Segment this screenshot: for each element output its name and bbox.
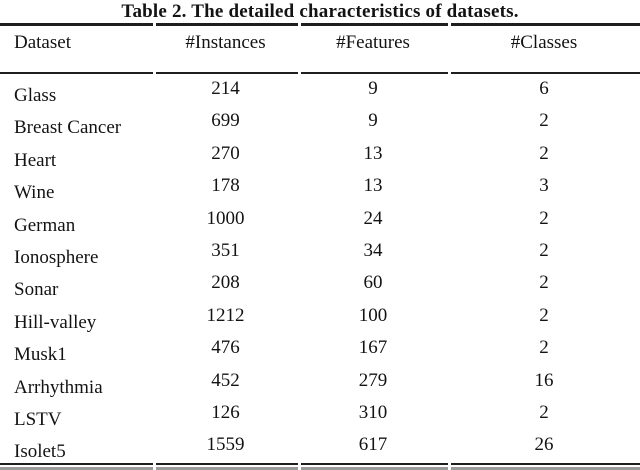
- table-row: Arrhythmia 452 279 16: [0, 366, 640, 398]
- classes-cell: 3: [539, 175, 549, 197]
- table-header-row: Dataset #Instances #Features #Classes: [0, 26, 640, 72]
- features-cell: 617: [358, 434, 388, 456]
- instances-cell: 452: [211, 369, 240, 391]
- rule-segment: [156, 72, 298, 74]
- rule-segment: [301, 467, 448, 470]
- table-row: LSTV 126 310 2: [0, 398, 640, 430]
- table-body: Glass 214 9 6 Breast Cancer 699 9 2 Heart 270 13 2 W…: [0, 74, 640, 463]
- classes-cell: 2: [539, 207, 549, 229]
- features-cell: 9: [368, 110, 378, 132]
- classes-cell: 6: [539, 78, 549, 99]
- features-cell: 24: [363, 207, 383, 229]
- features-cell: 100: [358, 304, 388, 326]
- table-row: Heart 270 13 2: [0, 139, 640, 171]
- classes-cell: 2: [539, 402, 549, 424]
- instances-cell: 476: [211, 337, 240, 359]
- table-row: Sonar 208 60 2: [0, 268, 640, 300]
- instances-cell: 270: [211, 142, 240, 164]
- dataset-name-cell: German: [14, 214, 76, 236]
- instances-cell: 214: [211, 78, 240, 99]
- classes-cell: 26: [534, 434, 554, 456]
- classes-cell: 2: [539, 304, 549, 326]
- rule-segment: [0, 23, 153, 26]
- rule-segment: [451, 463, 640, 465]
- instances-cell: 178: [211, 175, 240, 197]
- rule-segment: [156, 463, 298, 465]
- dataset-name-cell: Breast Cancer: [14, 117, 122, 139]
- classes-cell: 2: [539, 272, 549, 294]
- features-cell: 167: [358, 337, 388, 359]
- rule-segment: [301, 72, 448, 74]
- column-header-dataset: Dataset: [14, 32, 71, 53]
- features-cell: 34: [363, 240, 383, 262]
- rule-segment: [451, 72, 640, 74]
- column-header-features: #Features: [336, 32, 410, 53]
- rule-segment: [451, 23, 640, 26]
- table-row: Musk1 476 167 2: [0, 333, 640, 365]
- dataset-name-cell: Hill-valley: [14, 311, 97, 333]
- instances-cell: 1000: [206, 207, 245, 229]
- table-bottom-shadow-rule: [0, 467, 640, 470]
- classes-cell: 2: [539, 142, 549, 164]
- dataset-name-cell: Isolet5: [14, 441, 66, 463]
- table-row: Isolet5 1559 617 26: [0, 430, 640, 462]
- column-header-classes: #Classes: [510, 32, 578, 53]
- classes-cell: 16: [534, 369, 554, 391]
- dataset-name-cell: Musk1: [14, 344, 67, 366]
- column-header-instances: #Instances: [185, 32, 266, 53]
- features-cell: 310: [358, 402, 388, 424]
- rule-segment: [0, 463, 153, 465]
- instances-cell: 1212: [206, 304, 245, 326]
- features-cell: 60: [363, 272, 383, 294]
- features-cell: 279: [358, 369, 388, 391]
- table-header-rule: [0, 72, 640, 74]
- classes-cell: 2: [539, 337, 549, 359]
- rule-segment: [156, 23, 298, 26]
- instances-cell: 126: [211, 402, 240, 424]
- instances-cell: 351: [211, 240, 240, 262]
- table-row: Breast Cancer 699 9 2: [0, 106, 640, 138]
- dataset-name-cell: Arrhythmia: [14, 376, 103, 398]
- classes-cell: 2: [539, 240, 549, 262]
- dataset-name-cell: LSTV: [14, 409, 62, 431]
- table-row: Ionosphere 351 34 2: [0, 236, 640, 268]
- features-cell: 9: [368, 78, 378, 99]
- dataset-name-cell: Ionosphere: [14, 247, 99, 269]
- rule-segment: [451, 467, 640, 470]
- rule-segment: [0, 72, 153, 74]
- rule-segment: [301, 463, 448, 465]
- dataset-name-cell: Glass: [14, 85, 57, 106]
- table-top-rule: [0, 23, 640, 26]
- dataset-name-cell: Sonar: [14, 279, 59, 301]
- table-row: Hill-valley 1212 100 2: [0, 301, 640, 333]
- rule-segment: [156, 467, 298, 470]
- dataset-name-cell: Wine: [14, 182, 55, 204]
- features-cell: 13: [363, 175, 383, 197]
- table-row: German 1000 24 2: [0, 204, 640, 236]
- instances-cell: 208: [211, 272, 240, 294]
- features-cell: 13: [363, 142, 383, 164]
- instances-cell: 1559: [206, 434, 245, 456]
- table-bottom-rule: [0, 463, 640, 465]
- table-row: Wine 178 13 3: [0, 171, 640, 203]
- dataset-name-cell: Heart: [14, 149, 57, 171]
- rule-segment: [0, 467, 153, 470]
- table-caption: Table 2. The detailed characteristics of…: [121, 1, 519, 22]
- instances-cell: 699: [211, 110, 240, 132]
- table-row: Glass 214 9 6: [0, 74, 640, 106]
- rule-segment: [301, 23, 448, 26]
- classes-cell: 2: [539, 110, 549, 132]
